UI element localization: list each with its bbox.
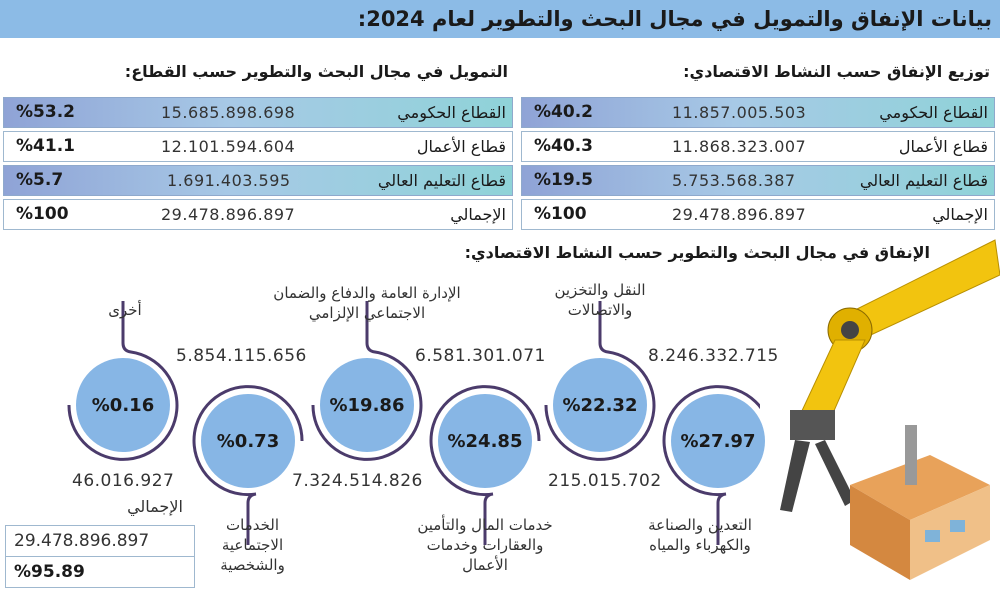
activity-label: التعدين والصناعة والكهرباء والمياه bbox=[648, 516, 752, 554]
total-value: 29.478.896.897 bbox=[6, 526, 194, 557]
activity-value: 46.016.927 bbox=[72, 471, 175, 491]
circle-connectors bbox=[67, 301, 760, 545]
percent-circle: %0.73 bbox=[201, 394, 295, 488]
percent-circle: %24.85 bbox=[438, 394, 532, 488]
activity-value: 7.324.514.826 bbox=[292, 471, 423, 491]
table-row: القطاع الحكومي 15.685.898.698 %53.2 bbox=[3, 97, 513, 128]
connector-arc bbox=[67, 301, 179, 461]
row-label: القطاع الحكومي bbox=[879, 103, 988, 122]
row-value: 29.478.896.897 bbox=[672, 205, 807, 224]
row-value: 15.685.898.698 bbox=[161, 103, 296, 122]
row-percent: %40.3 bbox=[534, 136, 593, 156]
row-value: 11.868.323.007 bbox=[672, 137, 807, 156]
activity-label: الإدارة العامة والدفاع والضمان الاجتماعي… bbox=[273, 284, 461, 322]
row-label: الإجمالي bbox=[932, 205, 988, 224]
row-percent: %19.5 bbox=[534, 170, 593, 190]
table-row: قطاع الأعمال 11.868.323.007 %40.3 bbox=[521, 131, 995, 162]
table-row: الإجمالي 29.478.896.897 %100 bbox=[521, 199, 995, 230]
table-row: الإجمالي 29.478.896.897 %100 bbox=[3, 199, 513, 230]
row-label: قطاع التعليم العالي bbox=[377, 171, 506, 190]
activity-title: الإنفاق في مجال البحث والتطوير حسب النشا… bbox=[464, 243, 930, 262]
row-label: القطاع الحكومي bbox=[397, 103, 506, 122]
total-label: الإجمالي bbox=[127, 497, 183, 516]
activity-label: أخرى bbox=[108, 301, 142, 319]
connector-arc bbox=[192, 385, 304, 545]
page-title: بيانات الإنفاق والتمويل في مجال البحث وا… bbox=[0, 0, 1000, 38]
row-value: 12.101.594.604 bbox=[161, 137, 296, 156]
table-row: القطاع الحكومي 11.857.005.503 %40.2 bbox=[521, 97, 995, 128]
row-percent: %100 bbox=[16, 204, 69, 224]
percent-circle: %0.16 bbox=[76, 358, 170, 452]
row-label: قطاع التعليم العالي bbox=[859, 171, 988, 190]
row-label: الإجمالي bbox=[450, 205, 506, 224]
row-percent: %41.1 bbox=[16, 136, 75, 156]
total-box: 29.478.896.897 %95.89 bbox=[5, 525, 195, 588]
table-row: قطاع التعليم العالي 5.753.568.387 %19.5 bbox=[521, 165, 995, 196]
activity-value: 6.581.301.071 bbox=[415, 346, 546, 366]
table-row: قطاع التعليم العالي 1.691.403.595 %5.7 bbox=[3, 165, 513, 196]
activity-value: 8.246.332.715 bbox=[648, 346, 779, 366]
total-percent: %95.89 bbox=[14, 562, 85, 582]
row-percent: %5.7 bbox=[16, 170, 64, 190]
connector-arc bbox=[662, 385, 760, 545]
funding-table: القطاع الحكومي 15.685.898.698 %53.2 قطاع ا… bbox=[3, 97, 513, 232]
row-label: قطاع الأعمال bbox=[898, 137, 988, 156]
connector-arc bbox=[311, 301, 423, 461]
activity-value: 215.015.702 bbox=[548, 471, 662, 491]
activity-value: 5.854.115.656 bbox=[176, 346, 307, 366]
activity-label: خدمات المال والتأمين والعقارات وخدمات ال… bbox=[417, 516, 553, 574]
percent-circle: %27.97 bbox=[671, 394, 765, 488]
row-percent: %100 bbox=[534, 204, 587, 224]
row-value: 11.857.005.503 bbox=[672, 103, 807, 122]
robot-arm-illustration bbox=[780, 239, 1000, 580]
activity-label: النقل والتخزين والاتصالات bbox=[554, 281, 646, 319]
percent-circle: %19.86 bbox=[320, 358, 414, 452]
row-label: قطاع الأعمال bbox=[416, 137, 506, 156]
percent-circle: %22.32 bbox=[553, 358, 647, 452]
connector-arc bbox=[544, 301, 656, 461]
row-value: 5.753.568.387 bbox=[672, 171, 796, 190]
row-percent: %40.2 bbox=[534, 102, 593, 122]
row-percent: %53.2 bbox=[16, 102, 75, 122]
table-row: قطاع الأعمال 12.101.594.604 %41.1 bbox=[3, 131, 513, 162]
row-value: 29.478.896.897 bbox=[161, 205, 296, 224]
connector-arc bbox=[429, 385, 541, 545]
spending-table-title: توزيع الإنفاق حسب النشاط الاقتصادي: bbox=[683, 62, 990, 81]
activity-label: الخدمات الاجتماعية والشخصية bbox=[220, 516, 285, 574]
row-value: 1.691.403.595 bbox=[167, 171, 291, 190]
funding-table-title: التمويل في مجال البحث والتطوير حسب القطا… bbox=[124, 62, 508, 81]
spending-table: القطاع الحكومي 11.857.005.503 %40.2 قطاع ا… bbox=[521, 97, 995, 232]
factory-icon bbox=[850, 425, 990, 580]
